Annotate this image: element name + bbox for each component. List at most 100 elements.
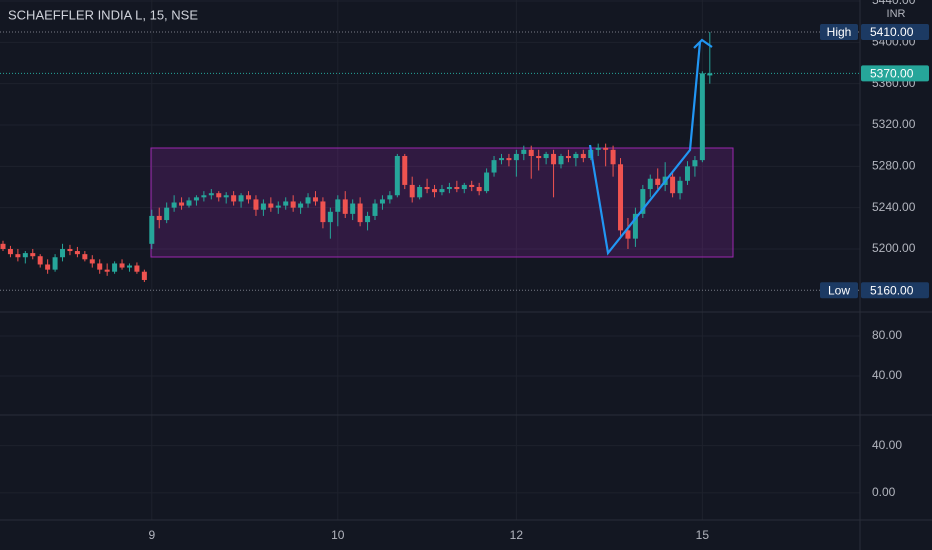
y-tick-label: 5320.00 bbox=[872, 117, 916, 131]
candle-body bbox=[0, 243, 6, 249]
candle-body bbox=[640, 189, 646, 214]
candle-body bbox=[283, 201, 289, 206]
candle-body bbox=[551, 153, 557, 165]
candle-body bbox=[134, 265, 140, 272]
chart-title: SCHAEFFLER INDIA L, 15, NSE bbox=[8, 7, 198, 22]
price-label-box bbox=[861, 65, 929, 82]
labels: 5200.005240.005280.005320.005360.005400.… bbox=[148, 0, 929, 542]
candle-body bbox=[97, 263, 103, 270]
candle-body bbox=[506, 158, 512, 161]
y-tick-label: 5440.00 bbox=[872, 0, 916, 7]
price-label-tag bbox=[820, 24, 858, 41]
x-tick-label: 15 bbox=[696, 528, 710, 542]
candle-body bbox=[692, 160, 698, 167]
y-tick-label: 80.00 bbox=[872, 328, 902, 342]
candle-body bbox=[149, 215, 155, 244]
candle-body bbox=[670, 176, 676, 194]
candle-body bbox=[558, 156, 564, 165]
candle-body bbox=[655, 178, 661, 185]
candle-body bbox=[461, 184, 467, 190]
candle-body bbox=[126, 265, 132, 268]
candle-body bbox=[37, 256, 43, 265]
candle-body bbox=[595, 147, 601, 150]
candle-body bbox=[238, 195, 244, 202]
candle-body bbox=[387, 195, 393, 200]
range-box bbox=[150, 147, 734, 258]
candle-body bbox=[305, 197, 311, 204]
candle-body bbox=[231, 195, 237, 202]
candle-body bbox=[104, 269, 110, 272]
y-tick-label: 5200.00 bbox=[872, 241, 916, 255]
candle-body bbox=[312, 197, 318, 202]
candle-body bbox=[22, 253, 28, 258]
candle-body bbox=[647, 178, 653, 190]
candle-body bbox=[193, 197, 199, 201]
candle-body bbox=[171, 202, 177, 208]
candle-body bbox=[15, 254, 21, 258]
candle-body bbox=[536, 156, 542, 159]
candle-body bbox=[45, 264, 51, 270]
candle-body bbox=[156, 215, 162, 221]
candle-body bbox=[625, 230, 631, 239]
candle-body bbox=[7, 248, 13, 255]
price-label-box bbox=[861, 24, 929, 41]
candle-body bbox=[275, 205, 281, 208]
arrow-head bbox=[693, 38, 713, 49]
y-tick-label: 40.00 bbox=[872, 438, 902, 452]
price-label-value: 5370.00 bbox=[870, 67, 914, 81]
candle-body bbox=[350, 203, 356, 214]
candle-body bbox=[603, 147, 609, 150]
candle-body bbox=[60, 248, 66, 258]
candle-body bbox=[141, 271, 147, 280]
candle-body bbox=[699, 73, 705, 161]
candle-body bbox=[253, 199, 259, 210]
candle-body bbox=[112, 263, 118, 272]
candle-body bbox=[565, 156, 571, 159]
candle-body bbox=[402, 156, 408, 185]
candle-body bbox=[677, 180, 683, 194]
price-label-name: Low bbox=[828, 283, 850, 297]
candle-body bbox=[179, 202, 185, 206]
candle-body bbox=[610, 149, 616, 165]
candle-body bbox=[335, 199, 341, 212]
candle-body bbox=[52, 257, 58, 270]
candle-body bbox=[216, 193, 222, 198]
candle-body bbox=[260, 203, 266, 210]
candle-body bbox=[394, 156, 400, 196]
y-tick-label: 5280.00 bbox=[872, 159, 916, 173]
candle-body bbox=[223, 195, 229, 198]
x-tick-label: 9 bbox=[148, 528, 155, 542]
candles bbox=[0, 32, 713, 283]
price-label-tag bbox=[820, 282, 858, 299]
candle-body bbox=[707, 73, 713, 76]
currency: INR bbox=[887, 8, 906, 20]
candle-body bbox=[82, 254, 88, 260]
candle-body bbox=[632, 213, 638, 239]
candle-body bbox=[119, 263, 125, 268]
y-tick-label: 0.00 bbox=[872, 485, 896, 499]
candle-body bbox=[498, 158, 504, 161]
candle-body bbox=[67, 248, 73, 252]
price-label-value: 5410.00 bbox=[870, 25, 914, 39]
y-tick-label: 40.00 bbox=[872, 368, 902, 382]
candle-body bbox=[573, 153, 579, 159]
candle-body bbox=[320, 201, 326, 223]
candle-body bbox=[469, 184, 475, 187]
grid bbox=[0, 0, 860, 520]
candle-body bbox=[521, 149, 527, 154]
candle-body bbox=[298, 203, 304, 208]
candle-body bbox=[491, 160, 497, 173]
candle-body bbox=[365, 215, 371, 223]
candle-body bbox=[424, 186, 430, 190]
candle-body bbox=[30, 253, 36, 257]
candle-body bbox=[618, 164, 624, 231]
candle-body bbox=[372, 203, 378, 216]
candle-body bbox=[513, 153, 519, 161]
candle-body bbox=[543, 153, 549, 159]
candle-body bbox=[246, 195, 252, 200]
price-label-name: High bbox=[827, 25, 852, 39]
candle-body bbox=[357, 203, 363, 223]
